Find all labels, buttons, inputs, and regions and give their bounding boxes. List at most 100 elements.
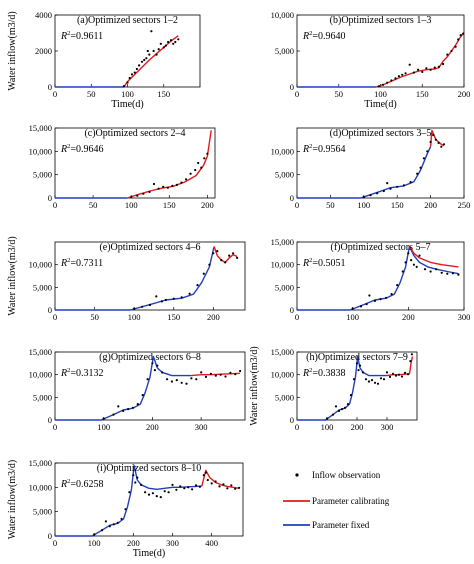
observation-point	[412, 71, 415, 74]
observation-point	[143, 58, 146, 62]
observation-point	[146, 378, 149, 381]
x-tick-label: 250	[458, 200, 471, 210]
observation-point	[208, 263, 211, 266]
x-tick-label: 0	[53, 422, 57, 432]
observation-point	[337, 409, 341, 412]
y-tick-label: 10,000	[271, 10, 294, 20]
x-tick-label: 100	[374, 89, 387, 99]
x-tick-label: 200	[127, 538, 140, 548]
observation-point	[155, 295, 158, 298]
y-tick-label: 10,000	[271, 370, 294, 380]
observation-point	[349, 394, 353, 397]
plot-frame	[54, 127, 216, 199]
x-tick-label: 0	[295, 89, 299, 99]
observation-point	[170, 380, 173, 383]
observation-point	[151, 492, 154, 495]
observation-point	[409, 360, 412, 363]
x-tick-label: 200	[201, 200, 214, 210]
observation-point	[432, 133, 435, 137]
y-tick-label: 15,000	[29, 458, 52, 468]
observation-point	[163, 490, 166, 493]
r2-superscript: 2	[309, 257, 312, 264]
r2-label: R2=0.9564	[302, 143, 346, 155]
observation-point	[214, 480, 217, 483]
observation-point	[197, 161, 200, 165]
observation-point	[400, 375, 404, 378]
r2-superscript: 2	[67, 143, 70, 150]
observation-point	[407, 252, 410, 255]
observation-point	[232, 252, 235, 255]
observation-point	[171, 483, 174, 486]
y-tick-label: 10,000	[29, 370, 52, 380]
observation-point	[426, 150, 429, 153]
x-tick-label: 50	[326, 200, 335, 210]
observation-point	[127, 408, 130, 411]
observation-point	[409, 181, 412, 184]
observation-point	[184, 178, 188, 181]
observation-point	[376, 192, 379, 195]
series-calibrating-line	[201, 469, 240, 489]
observation-point	[112, 413, 115, 416]
observation-point	[117, 405, 120, 408]
legend-calibrating-label: Parameter calibrating	[312, 496, 390, 506]
observation-point	[147, 493, 151, 496]
observation-point	[191, 488, 194, 491]
plot-frame	[296, 241, 465, 311]
x-tick-label: 300	[381, 422, 394, 432]
panel-2: 0 50 100 150 200 0 5,000 10,000 (b)Optimized sec…	[271, 10, 471, 110]
observation-point	[140, 483, 143, 486]
r2-label: R2=0.6258	[60, 478, 104, 490]
observation-point	[171, 184, 174, 187]
observation-point	[370, 379, 374, 382]
r2-symbol: R	[302, 368, 309, 379]
observation-point	[206, 478, 209, 482]
observation-point	[379, 298, 382, 301]
r2-superscript: 2	[309, 30, 312, 37]
observation-point	[135, 67, 138, 71]
observation-point	[437, 65, 440, 68]
observation-point	[219, 373, 222, 376]
observation-point	[376, 382, 380, 385]
panel-title: (e)Optimized sectors 4–6	[99, 242, 200, 253]
legend-fixed: Parameter fixed	[283, 520, 370, 530]
r2-value: =0.3838	[312, 368, 345, 379]
observation-point	[402, 184, 405, 187]
observation-point	[417, 68, 420, 71]
x-tick-label: 0	[295, 422, 299, 432]
panel-title: (i)Optimized sectors 8–10	[97, 463, 201, 474]
observation-point	[148, 190, 151, 193]
observation-point	[174, 40, 177, 44]
observation-point	[385, 296, 388, 299]
observation-point	[200, 371, 203, 374]
observation-point	[369, 194, 372, 197]
observation-point	[440, 145, 443, 148]
observation-point	[175, 183, 178, 186]
observation-point	[218, 485, 221, 488]
observation-point	[358, 364, 362, 367]
r2-superscript: 2	[67, 478, 70, 485]
observation-point	[172, 42, 175, 45]
observation-point	[419, 166, 422, 169]
observation-point	[406, 373, 410, 376]
y-tick-label: 0	[48, 531, 52, 541]
y-tick-label: 0	[290, 193, 294, 203]
x-tick-label: 150	[391, 200, 404, 210]
y-tick-label: 5,000	[33, 170, 52, 180]
observation-point	[386, 81, 389, 84]
observation-point	[423, 268, 427, 271]
r2-value: =0.3132	[70, 368, 103, 379]
r2-label: R2=0.9640	[302, 30, 346, 42]
x-tick-label: 100	[128, 312, 141, 322]
observation-point	[148, 303, 152, 307]
x-tick-label: 200	[458, 89, 471, 99]
observation-point	[446, 272, 449, 275]
r2-value: =0.9611	[70, 31, 103, 42]
x-tick-label: 200	[402, 312, 415, 322]
x-tick-label: 150	[167, 312, 180, 322]
panel-title: (b)Optimized sectors 1–3	[330, 15, 432, 26]
r2-label: R2=0.7311	[60, 257, 103, 269]
observation-point	[164, 298, 167, 302]
x-tick-label: 400	[205, 538, 218, 548]
x-tick-label: 100	[97, 422, 110, 432]
observation-point	[160, 300, 163, 303]
